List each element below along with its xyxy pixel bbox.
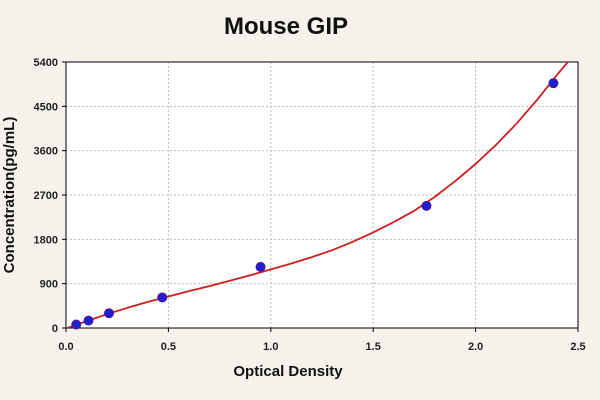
data-point: [255, 261, 266, 272]
data-point: [104, 308, 115, 319]
y-tick-label: 1800: [34, 234, 58, 246]
y-tick-label: 2700: [34, 190, 58, 202]
y-tick-label: 4500: [34, 101, 58, 113]
x-tick-label: 0.0: [58, 341, 73, 353]
y-tick-label: 0: [52, 323, 58, 335]
x-tick-label: 1.5: [366, 341, 381, 353]
y-axis-title: Concentration(pg/mL): [1, 117, 18, 274]
data-point: [157, 292, 168, 303]
y-tick-label: 5400: [34, 57, 58, 69]
data-point: [548, 78, 559, 89]
x-tick-label: 0.5: [161, 341, 176, 353]
data-point: [421, 200, 432, 211]
x-tick-label: 1.0: [263, 341, 278, 353]
data-point: [71, 319, 82, 330]
y-tick-label: 3600: [34, 146, 58, 158]
x-axis-title: Optical Density: [233, 363, 343, 380]
x-tick-label: 2.0: [468, 341, 483, 353]
data-point: [83, 315, 94, 326]
x-tick-label: 2.5: [570, 341, 585, 353]
chart-title: Mouse GIP: [224, 13, 348, 40]
fit-curve-line: [66, 62, 569, 328]
y-tick-label: 900: [40, 279, 58, 291]
